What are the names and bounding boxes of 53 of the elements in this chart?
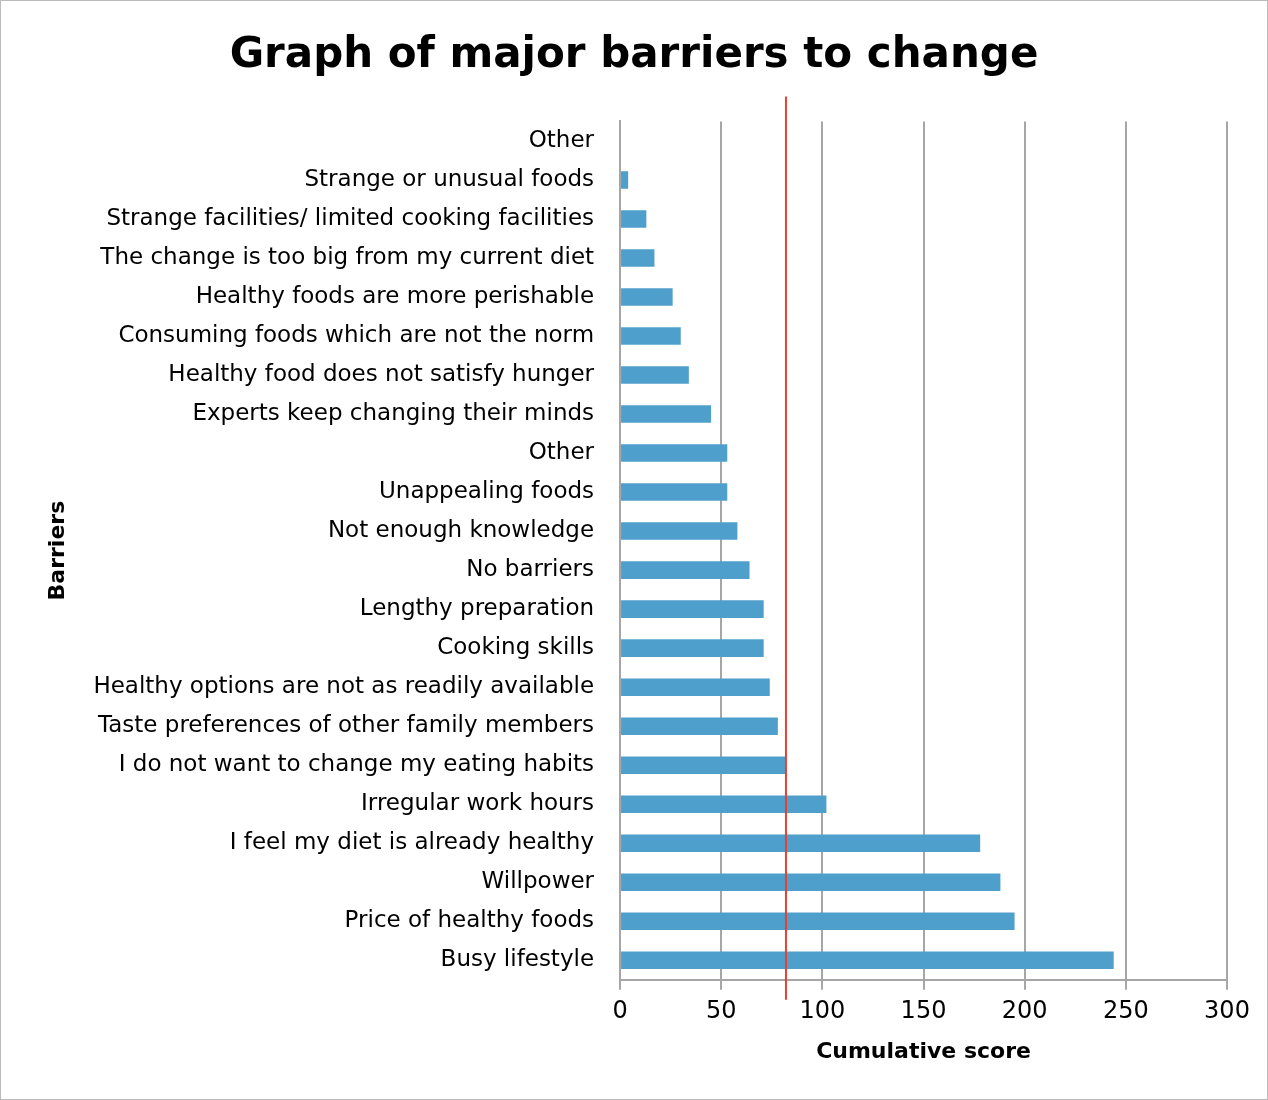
y-tick-label: Healthy food does not satisfy hunger (168, 359, 595, 386)
bar (621, 912, 1015, 931)
chart-title: Graph of major barriers to change (229, 28, 1039, 78)
x-tick-label: 50 (705, 996, 737, 1025)
y-axis-title: Barriers (43, 500, 69, 601)
y-tick-label: Experts keep changing their minds (192, 399, 595, 426)
bar (621, 483, 728, 501)
bar (621, 795, 827, 813)
x-tick-label: 0 (612, 996, 628, 1025)
x-tick-label: 150 (900, 996, 947, 1025)
y-tick-label: I feel my diet is already healthy (229, 828, 595, 855)
y-tick-label: Cooking skills (437, 633, 595, 660)
bar (621, 522, 738, 540)
bar (621, 600, 764, 618)
y-tick-label: Lengthy preparation (359, 594, 595, 621)
bar (621, 405, 712, 423)
x-tick-label: 100 (799, 996, 846, 1025)
y-tick-label: I do not want to change my eating habits (118, 750, 595, 777)
y-tick-label: Healthy foods are more perishable (195, 281, 595, 308)
y-tick-label: Other (528, 125, 595, 152)
x-tick-label: 300 (1204, 996, 1250, 1025)
bar (621, 366, 689, 384)
bar (621, 444, 728, 462)
y-tick-label: Healthy options are not as readily available (93, 672, 595, 699)
y-tick-label: Price of healthy foods (344, 906, 595, 933)
bar (621, 717, 778, 735)
bar (621, 678, 770, 696)
bar (621, 951, 1114, 970)
y-tick-label: Consuming foods which are not the norm (118, 320, 595, 347)
y-tick-label: Willpower (481, 867, 595, 894)
y-tick-label: Other (528, 438, 595, 465)
bar (621, 639, 764, 657)
y-tick-label: Irregular work hours (361, 789, 595, 816)
y-tick-label: Unappealing foods (379, 477, 595, 504)
y-tick-label: The change is too big from my current diet (99, 242, 595, 269)
bar (621, 171, 629, 189)
x-tick-label: 250 (1102, 996, 1149, 1025)
bar (621, 561, 750, 579)
x-tick-label: 200 (1001, 996, 1048, 1025)
y-tick-label: Busy lifestyle (440, 945, 595, 972)
bar (621, 327, 681, 345)
y-tick-label: No barriers (466, 555, 595, 582)
y-tick-label: Strange or unusual foods (304, 164, 595, 191)
y-tick-label: Taste preferences of other family members (97, 711, 595, 738)
bar (621, 288, 673, 306)
bar (621, 834, 981, 853)
y-tick-label: Strange facilities/ limited cooking facilities (106, 203, 595, 230)
y-tick-label: Not enough knowledge (327, 516, 595, 543)
bar (621, 756, 786, 774)
x-axis-title: Cumulative score (816, 1037, 1031, 1063)
bar (621, 873, 1001, 892)
bar (621, 249, 655, 267)
bar (621, 210, 647, 228)
